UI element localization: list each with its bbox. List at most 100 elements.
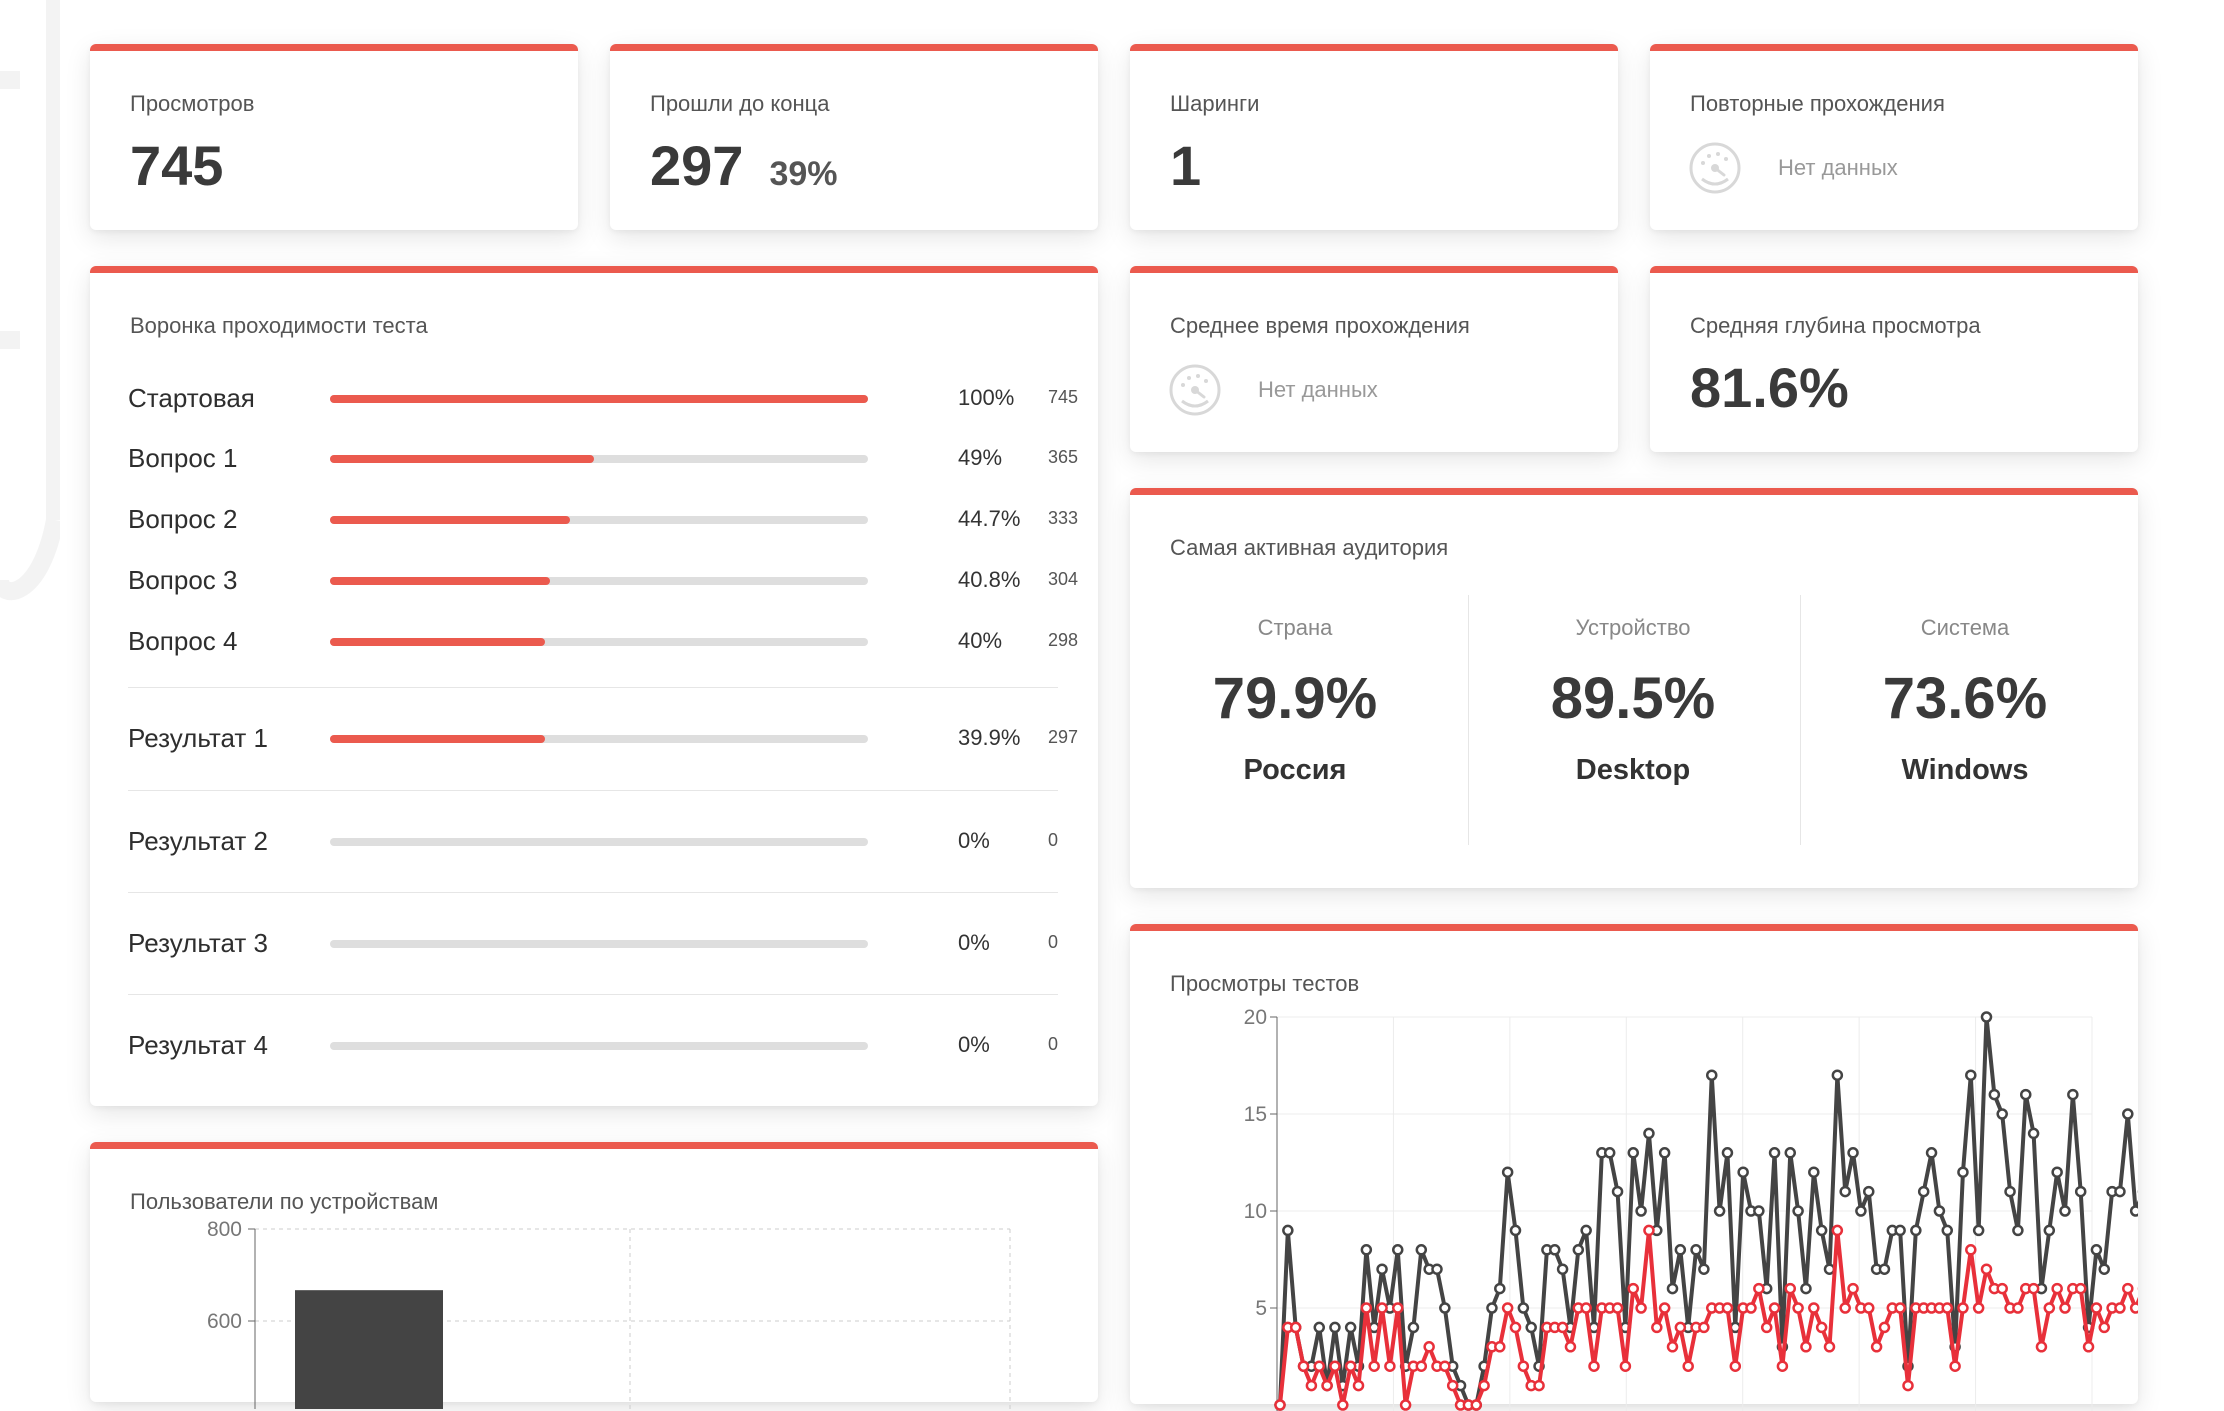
line-point (1423, 1341, 1435, 1353)
funnel-row-percent: 40% (958, 628, 1003, 653)
speedometer-icon (1689, 142, 1741, 194)
views-label: Просмотров (130, 91, 255, 116)
line-point (1753, 1205, 1765, 1217)
line-point (2074, 1185, 2087, 1198)
line-point (1415, 1244, 1428, 1256)
funnel-card: Воронка проходимости теста Стартовая 100%… (90, 266, 1098, 1106)
line-point (1753, 1282, 1765, 1295)
bar-y-tick-label: 800 (207, 1218, 242, 1241)
shares-label: Шаринги (1170, 91, 1260, 116)
line-point (1517, 1360, 1530, 1372)
audience-card: Самая активная аудитория Страна 79.9% Ро… (1130, 488, 2138, 888)
line-point (1494, 1341, 1506, 1353)
line-point (1289, 1321, 1302, 1334)
funnel-row: Стартовая 100% 745 (128, 379, 1078, 419)
line-point (1643, 1224, 1655, 1237)
funnel-row-name: Результат 2 (128, 826, 268, 856)
funnel-row-bar (330, 395, 868, 403)
line-point (1344, 1321, 1357, 1334)
funnel-row-percent: 0% (958, 930, 990, 955)
line-point (2122, 1108, 2134, 1120)
line-point (1776, 1360, 1789, 1372)
line-point (1847, 1147, 1859, 1159)
funnel-row-name: Результат 4 (128, 1030, 268, 1060)
line-point (1808, 1166, 1820, 1178)
line-point (1815, 1321, 1828, 1334)
devices-chart-card: Пользователи по устройствам 800 600 (90, 1142, 1098, 1409)
line-y-tick-label: 20 (1244, 1006, 1267, 1029)
line-point (1745, 1302, 1757, 1314)
funnel-row-bar (330, 1042, 868, 1050)
line-point (1666, 1341, 1679, 1353)
repeats-label: Повторные прохождения (1690, 91, 1945, 116)
line-point (1360, 1302, 1373, 1314)
line-point (1721, 1147, 1734, 1159)
avg-depth-label: Средняя глубина просмотра (1690, 313, 1981, 338)
line-point (1768, 1147, 1781, 1159)
line-point (1580, 1302, 1592, 1314)
line-point (1800, 1282, 1812, 1295)
line-point (1392, 1244, 1404, 1256)
audience-divider (1800, 595, 1801, 845)
line-point (1399, 1399, 1412, 1411)
line-point (1800, 1341, 1812, 1353)
funnel-row-count: 0 (1048, 1034, 1059, 1054)
avg-time-card: Среднее время прохождения Нет данных (1130, 266, 1618, 452)
completed-card: Прошли до конца 297 39% (610, 44, 1098, 230)
line-point (1337, 1399, 1349, 1411)
line-point (1517, 1302, 1530, 1314)
line-point (1941, 1224, 1953, 1237)
line-point (1815, 1224, 1828, 1237)
audience-device-name: Desktop (1575, 754, 1691, 786)
line-point (2098, 1263, 2110, 1275)
line-point (2020, 1088, 2032, 1101)
line-point (1556, 1321, 1569, 1334)
line-point (1619, 1360, 1632, 1372)
line-point (1556, 1263, 1569, 1275)
line-point (1996, 1108, 2008, 1120)
completed-label: Прошли до конца (650, 91, 830, 116)
line-point (1329, 1321, 1341, 1334)
funnel-row: Вопрос 1 49% 365 (128, 439, 1078, 479)
line-point (1494, 1282, 1506, 1295)
line-point (1965, 1244, 1977, 1256)
funnel-row-bar (330, 516, 868, 524)
funnel-row-percent: 0% (958, 828, 990, 853)
line-point (1957, 1302, 1969, 1314)
audience-device-label: Устройство (1575, 615, 1691, 640)
line-point (1384, 1360, 1396, 1372)
line-point (2059, 1302, 2071, 1314)
line-point (1682, 1360, 1694, 1372)
line-point (1603, 1147, 1616, 1159)
line-point (1878, 1263, 1891, 1275)
funnel-row-bar-fill (330, 516, 571, 524)
line-point (1313, 1321, 1325, 1334)
line-point (1698, 1321, 1710, 1334)
funnel-row-bar (330, 577, 868, 585)
line-point (1549, 1244, 1561, 1256)
audience-system: Система 73.6% Windows (1800, 595, 2130, 845)
line-point (1533, 1379, 1545, 1392)
line-point (1831, 1224, 1844, 1237)
funnel-separator (128, 994, 1058, 995)
line-point (1863, 1185, 1875, 1198)
line-point (1980, 1011, 1993, 1023)
line-point (1721, 1302, 1734, 1314)
audience-country-percent: 79.9% (1212, 666, 1378, 731)
shares-value: 1 (1170, 134, 1202, 197)
line-point (1988, 1088, 2001, 1101)
funnel-row-bar-fill (330, 395, 868, 403)
line-point (1352, 1379, 1365, 1392)
line-point (2012, 1302, 2024, 1314)
line-point (1957, 1166, 1969, 1178)
line-point (1870, 1341, 1883, 1353)
line-point (1792, 1302, 1804, 1314)
line-point (1760, 1321, 1773, 1334)
line-point (1376, 1302, 1388, 1314)
funnel-row-name: Результат 3 (128, 928, 268, 958)
line-y-tick-label: 10 (1244, 1200, 1267, 1223)
line-point (1784, 1282, 1796, 1295)
line-point (1580, 1224, 1592, 1237)
line-point (1470, 1399, 1482, 1411)
line-point (2114, 1302, 2126, 1314)
